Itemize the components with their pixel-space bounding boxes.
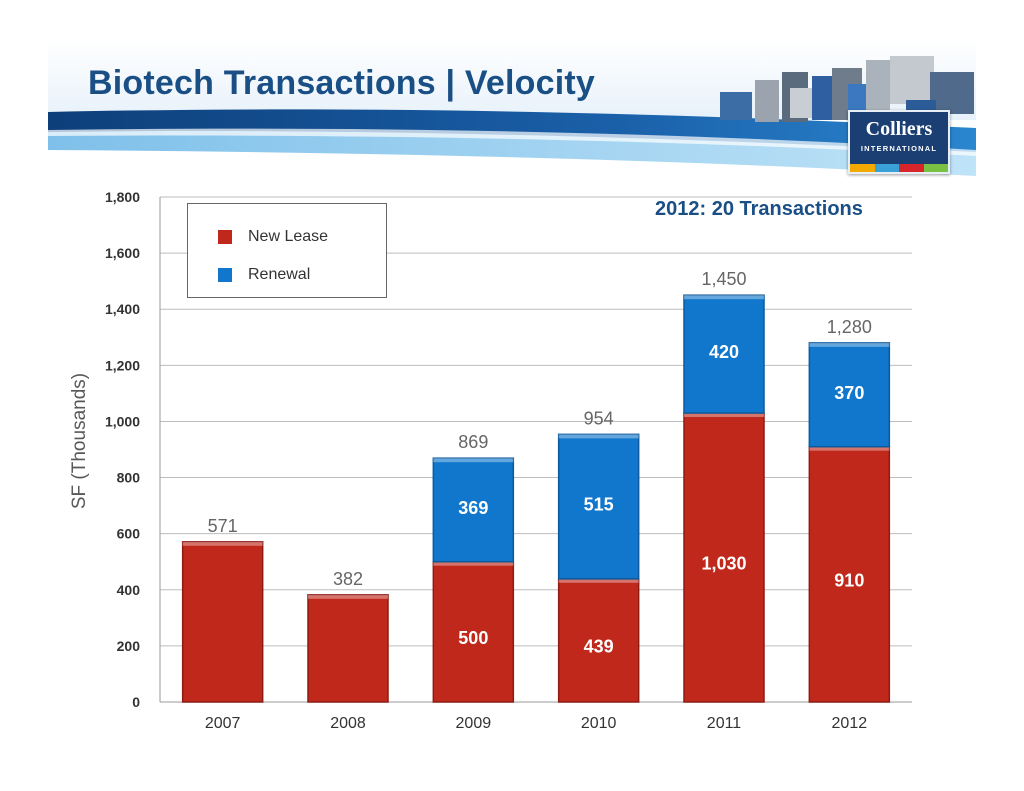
y-tick-label: 0 [132, 694, 140, 710]
slide-header: Biotech Transactions | Velocity Colliers… [0, 0, 1024, 200]
y-tick-label: 400 [117, 582, 141, 598]
bar-highlight [809, 342, 890, 347]
bar-highlight [308, 594, 388, 599]
bar-highlight [809, 446, 890, 451]
bar-new-lease [432, 560, 515, 703]
total-label: 382 [333, 569, 363, 589]
skyline-illustration [720, 56, 974, 122]
y-tick-label: 1,000 [105, 413, 140, 429]
bar-highlight [433, 561, 514, 566]
logo-stripes [850, 164, 948, 172]
bar-highlight [558, 578, 639, 583]
total-label: 954 [584, 408, 614, 428]
data-label: 439 [584, 636, 614, 656]
bar-highlight [433, 458, 514, 463]
transactions-callout: 2012: 20 Transactions [655, 198, 863, 220]
bar-new-lease [808, 445, 891, 703]
x-tick-label: 2009 [456, 715, 492, 732]
bar-renewal [683, 294, 765, 414]
bar-renewal [557, 433, 640, 580]
x-tick-label: 2010 [581, 715, 617, 732]
bar-highlight [182, 541, 263, 546]
total-label: 1,450 [701, 269, 746, 289]
legend-label-renewal: Renewal [248, 266, 311, 283]
data-label: 1,030 [701, 554, 746, 574]
bar-renewal [808, 342, 891, 448]
total-label: 1,280 [827, 317, 872, 337]
bar-new-lease [307, 594, 389, 703]
y-tick-label: 1,400 [105, 301, 140, 317]
logo-subtitle: INTERNATIONAL [860, 144, 938, 153]
x-tick-label: 2008 [330, 715, 366, 732]
y-axis-title: SF (Thousands) [69, 372, 90, 510]
bar-highlight [684, 413, 764, 418]
y-tick-label: 600 [117, 526, 141, 542]
legend-label-new-lease: New Lease [248, 228, 329, 245]
y-tick-label: 200 [117, 638, 141, 654]
y-tick-label: 1,800 [105, 189, 140, 205]
y-tick-label: 1,600 [105, 245, 140, 261]
data-label: 369 [458, 498, 488, 518]
chart-legend: New Lease Renewal [187, 203, 387, 298]
page-title: Biotech Transactions | Velocity [88, 64, 595, 102]
x-tick-label: 2012 [832, 715, 868, 732]
header-banner [48, 40, 976, 176]
legend-swatch-new-lease [218, 230, 232, 244]
data-label: 420 [709, 342, 739, 362]
bar-new-lease [181, 541, 264, 703]
x-tick-label: 2007 [205, 715, 241, 732]
y-tick-label: 800 [117, 470, 141, 486]
total-label: 571 [208, 516, 238, 536]
x-tick-label: 2011 [707, 715, 742, 732]
data-label: 370 [834, 383, 864, 403]
data-label: 910 [834, 570, 864, 590]
bar-highlight [558, 434, 639, 439]
logo-name: Colliers [865, 118, 933, 140]
data-label: 515 [584, 495, 614, 515]
colliers-logo: Colliers INTERNATIONAL [848, 110, 950, 174]
bar-highlight [684, 295, 764, 300]
data-label: 500 [458, 628, 488, 648]
total-label: 869 [458, 432, 488, 452]
legend-swatch-renewal [218, 268, 232, 282]
bar-new-lease [683, 412, 765, 703]
bar-renewal [432, 457, 515, 563]
y-tick-label: 1,200 [105, 357, 140, 373]
